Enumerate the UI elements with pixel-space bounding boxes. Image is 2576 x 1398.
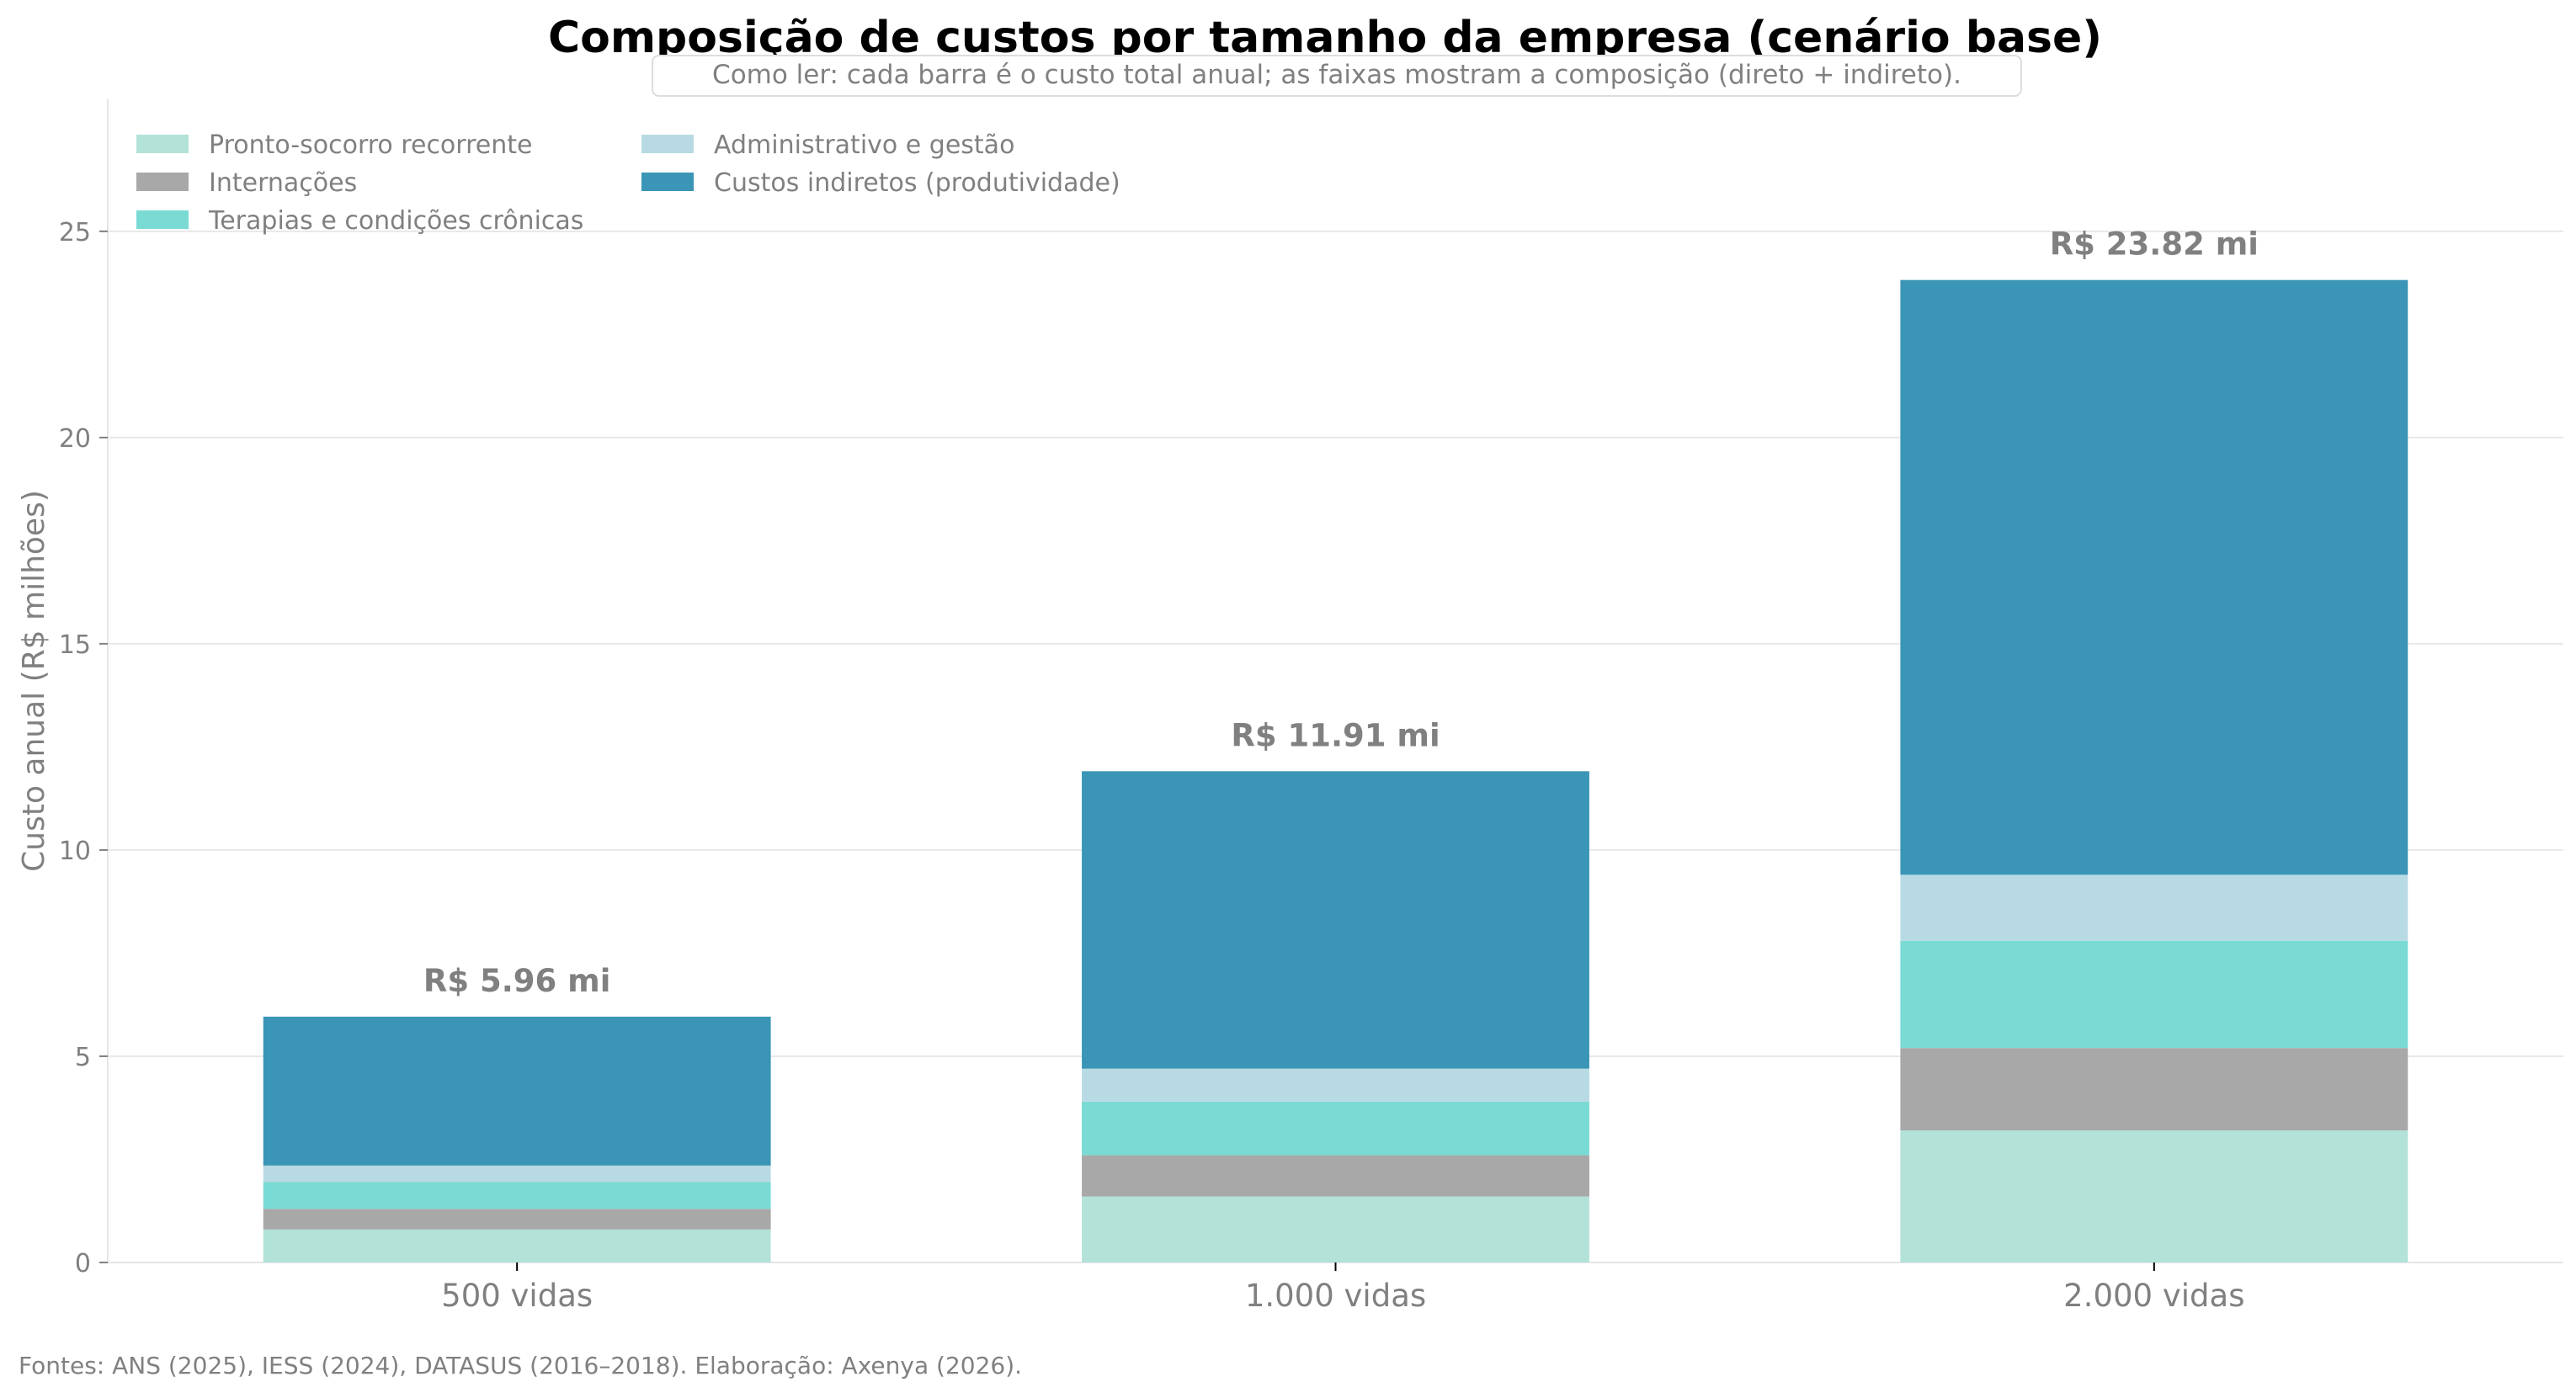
y-tick-label: 10	[59, 837, 91, 866]
bar-segment	[263, 1209, 771, 1230]
total-label: R$ 5.96 mi	[423, 963, 611, 999]
legend: Pronto-socorro recorrente Internações Tera…	[136, 130, 1120, 236]
subtitle-box	[652, 55, 2022, 97]
legend-label: Pronto-socorro recorrente	[209, 130, 532, 160]
y-tick-label: 0	[75, 1249, 91, 1278]
legend-swatch	[641, 135, 694, 153]
y-tick-label: 5	[75, 1043, 91, 1072]
total-label: R$ 11.91 mi	[1231, 717, 1440, 753]
y-tick-label: 20	[59, 424, 91, 454]
y-ticks: 0 5 10 15 20 25	[59, 218, 108, 1278]
legend-label: Terapias e condições crônicas	[208, 206, 583, 236]
legend-label: Administrativo e gestão	[714, 130, 1014, 160]
bar-segment	[263, 1016, 771, 1166]
y-tick-label: 15	[59, 630, 91, 660]
legend-swatch	[136, 135, 189, 153]
x-ticks: 500 vidas 1.000 vidas 2.000 vidas	[441, 1262, 2244, 1314]
x-tick-label: 2.000 vidas	[2063, 1278, 2244, 1314]
bar-segment	[1900, 1048, 2408, 1131]
legend-label: Custos indiretos (produtividade)	[714, 168, 1120, 198]
x-tick-label: 1.000 vidas	[1245, 1278, 1426, 1314]
legend-label: Internações	[209, 168, 357, 198]
legend-swatch	[136, 173, 189, 191]
bar-segment	[1900, 279, 2408, 875]
bar-segment	[1082, 1068, 1589, 1102]
bar-segment	[1082, 1101, 1589, 1156]
bar-segment	[1900, 874, 2408, 941]
chart-subtitle: Como ler: cada barra é o custo total anu…	[712, 60, 1961, 90]
bar-segment	[1082, 771, 1589, 1069]
total-labels: R$ 5.96 mi R$ 11.91 mi R$ 23.82 mi	[423, 226, 2259, 999]
footer-sources: Fontes: ANS (2025), IESS (2024), DATASUS…	[19, 1352, 1022, 1379]
y-axis-label: Custo anual (R$ milhões)	[17, 490, 51, 872]
bar-segment	[1900, 1130, 2408, 1262]
legend-swatch	[641, 173, 694, 191]
total-label: R$ 23.82 mi	[2050, 226, 2259, 263]
bars	[263, 279, 2408, 1262]
x-tick-label: 500 vidas	[441, 1278, 593, 1314]
y-tick-label: 25	[59, 218, 91, 247]
bar-segment	[1082, 1155, 1589, 1197]
bar-segment	[263, 1229, 771, 1262]
bar-segment	[263, 1182, 771, 1209]
legend-swatch	[136, 210, 189, 229]
bar-segment	[263, 1165, 771, 1183]
bar-segment	[1082, 1196, 1589, 1262]
bar-segment	[1900, 940, 2408, 1049]
